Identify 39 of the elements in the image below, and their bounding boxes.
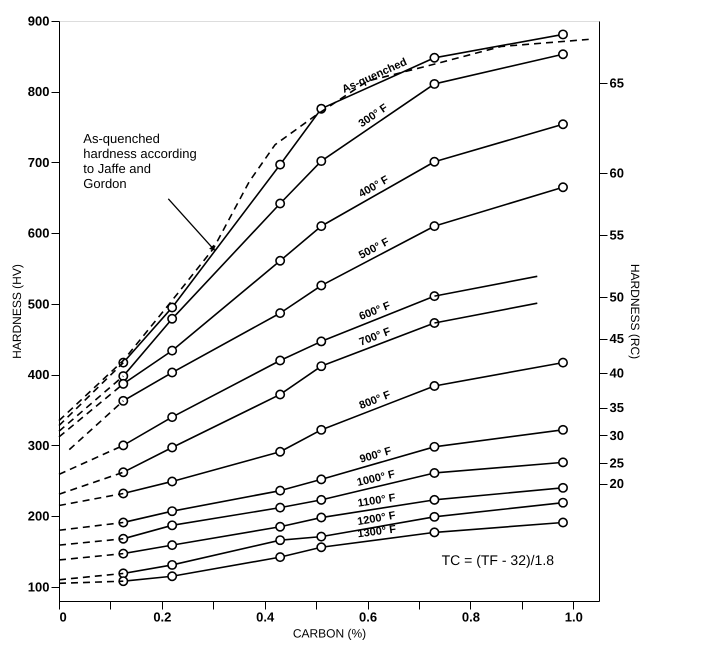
annotation: As-quenched hardness according to Jaffe and Gordon [83,130,197,191]
x-tick-label: 0.4 [256,610,276,624]
category-label: 50 [610,290,624,305]
y-tick-label: 200 [28,508,50,524]
text: 300° F [356,102,390,130]
text: 400° F [356,174,392,200]
y2-axis-title: HARDNESS (RC) [628,264,642,360]
category-label: 30 [610,428,624,443]
text: 500° F [356,236,392,262]
y-tick-label: 800 [28,84,50,100]
x-tick-label: 1.0 [564,610,583,624]
text: 600° F [358,300,392,323]
category-label: 40 [610,366,624,381]
text: 700° F [358,326,393,349]
y-tick-label: 700 [28,154,50,170]
y-tick-label: 500 [28,296,50,312]
category-label: 60 [610,165,624,180]
y-tick-label: 300 [28,438,50,453]
y-tick-label: 900 [28,14,50,28]
category-label: 45 [610,331,624,346]
category-label: 55 [610,228,624,243]
x-tick-label: 0.8 [462,610,480,624]
annotation: TC = (TF - 32)/1.8 [442,552,554,568]
category-label: 35 [610,400,624,416]
x-tick-label: 0 [60,610,67,624]
y-tick-label: 100 [28,579,50,594]
y-tick-label: 400 [28,367,50,382]
text: 1000° F [356,468,396,489]
y-axis-title: HARDNESS (HV) [10,264,24,359]
x-tick-label: 0.2 [153,610,172,624]
category-label: 20 [610,476,624,492]
x-tick-label: 0.6 [359,610,378,624]
category-label: 65 [610,76,624,91]
text: 800° F [358,388,393,412]
category-label: 25 [610,455,624,470]
x-axis-title: CARBON (%) [292,626,366,640]
y-tick-label: 600 [28,226,50,241]
text: 900° F [358,445,394,466]
text: 1100° F [356,492,397,510]
